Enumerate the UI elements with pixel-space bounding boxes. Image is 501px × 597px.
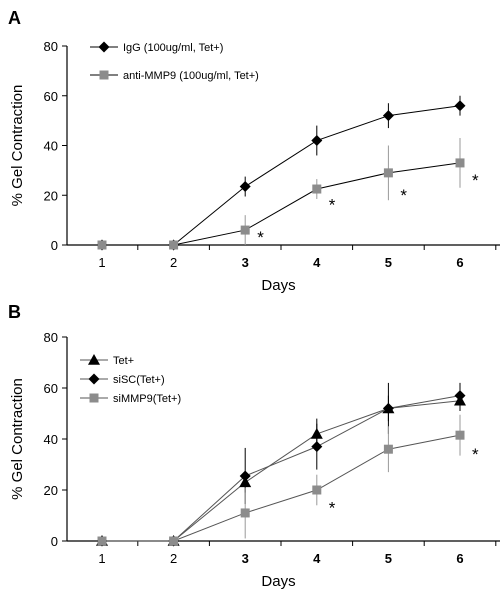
panel-b-series-2-legend-label: siMMP9(Tet+) [113,393,181,405]
panel-a-x-tick-label: 1 [98,255,105,270]
panel-a-series-0-point [382,110,394,122]
panel-b-series-2-point [312,485,322,495]
panel-b-x-tick-label: 2 [170,551,177,566]
panel-b-series-2-point [97,536,107,546]
panel-b-series-1-point [454,390,466,402]
panel-b-x-tick-label: 5 [385,551,392,566]
panel-b-series-0-legend-marker [88,354,100,365]
panel-a-y-tick-label: 40 [44,139,58,154]
panel-b-y-tick-label: 40 [44,432,58,447]
panel-b-series-2-legend-marker [89,393,99,403]
panel-b-x-tick-label: 6 [456,551,463,566]
panel-b-y-tick-label: 60 [44,381,58,396]
panel-a-series-1-point [169,240,179,250]
panel-b-series-2-point [383,444,393,454]
panel-a-significance-star: * [472,171,479,190]
panel-a-x-axis-title: Days [261,277,295,294]
panel-b-x-axis-title: Days [261,573,295,590]
panel-a-series-1-point [312,184,322,194]
panel-a-significance-star: * [400,186,407,205]
panel-a-x-tick-label: 3 [242,255,249,270]
panel-b-y-tick-label: 0 [51,534,58,549]
panel-a-x-tick-label: 4 [313,255,321,270]
panel-a-x-tick-label: 5 [385,255,392,270]
panel-b-significance-star: * [472,445,479,464]
panel-a-series-1-point [383,168,393,178]
panel-b-series-2-point [240,508,250,518]
panel-b-x-tick-label: 1 [98,551,105,566]
panel-a-series-1-point [97,240,107,250]
panel-a-x-tick-label: 6 [456,255,463,270]
panel-b-series-1-point [239,470,251,482]
panel-a-series-1-legend-marker [99,70,109,80]
panel-a-y-tick-label: 60 [44,89,58,104]
panel-a-series-0-point [454,100,466,112]
panel-b-series-1-point [382,402,394,414]
panel-b-series-1-legend-marker [88,373,100,385]
panel-a-series-0-point [311,135,323,147]
panel-b-series-2-line [102,434,461,542]
panel-a-series-1-point [455,158,465,168]
panel-b-y-tick-label: 20 [44,483,58,498]
panel-b-series-0-legend-label: Tet+ [113,355,134,367]
panel-b-series-2-point [169,536,179,546]
panel-a-x-tick-label: 2 [170,255,177,270]
panel-b-series-1-line [102,395,461,542]
panel-a-series-1-line [102,162,461,246]
panel-a-series-1-legend-label: anti-MMP9 (100ug/ml, Tet+) [123,70,259,82]
panel-b-letter: B [8,302,21,322]
panel-b-series-1-point [311,441,323,453]
panel-b-y-axis-title: % Gel Contraction [9,378,26,500]
panel-b-y-tick-label: 80 [44,330,58,345]
panel-b-series-1-legend-label: siSC(Tet+) [113,374,165,386]
panel-a-significance-star: * [257,228,264,247]
panel-a-series-0-line [102,105,461,246]
panel-b-x-tick-label: 4 [313,551,321,566]
panel-b-series-0-line [102,400,461,542]
panel-b-series-2-point [455,430,465,440]
panel-a-y-tick-label: 20 [44,188,58,203]
panel-a-series-1-point [240,225,250,235]
panel-a-series-0-legend-marker [98,41,110,53]
panel-a-y-tick-label: 0 [51,238,58,253]
panel-b-significance-star: * [329,498,336,517]
panel-a-y-axis-title: % Gel Contraction [9,85,26,207]
panel-b-x-tick-label: 3 [242,551,249,566]
panel-a-series-0-legend-label: IgG (100ug/ml, Tet+) [123,42,223,54]
panel-a-significance-star: * [329,196,336,215]
panel-a-series-0-point [239,181,251,193]
panel-a-letter: A [8,8,21,28]
panel-a-y-tick-label: 80 [44,39,58,54]
